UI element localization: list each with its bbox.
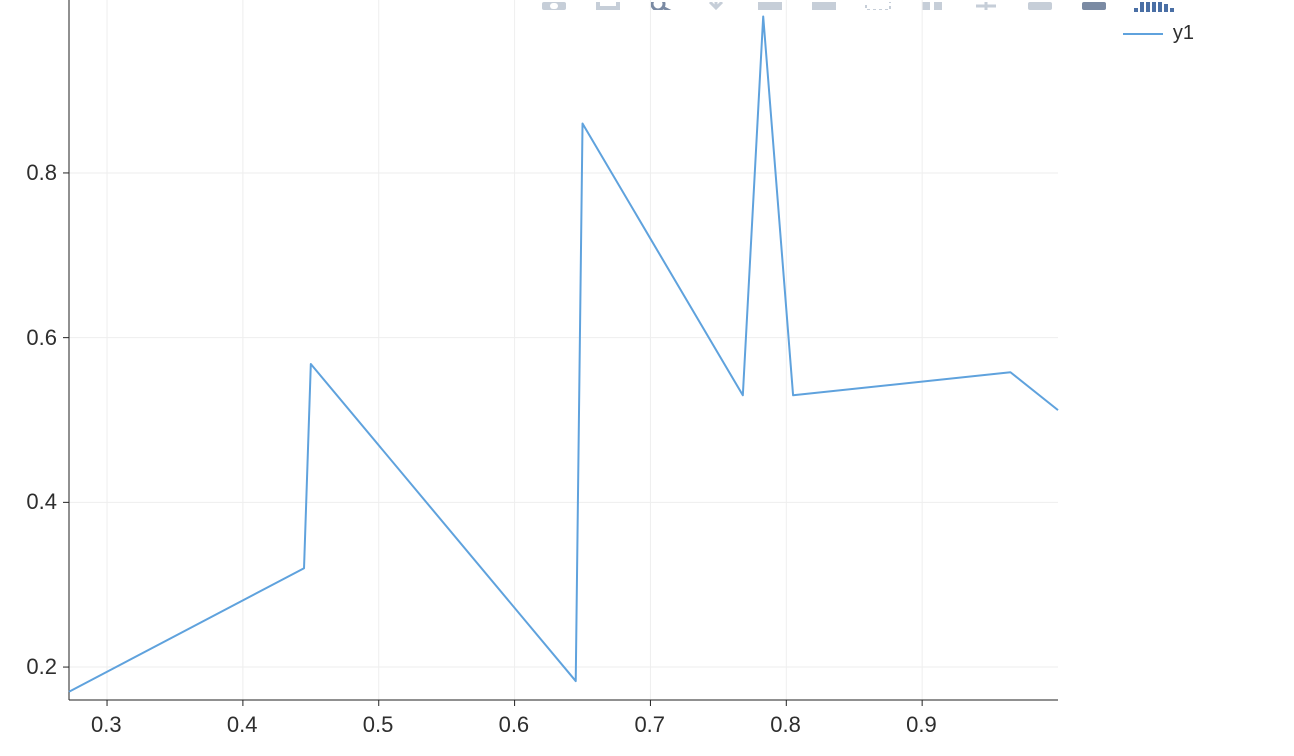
x-tick-label: 0.5 (363, 712, 394, 738)
chart-axes (63, 0, 1058, 706)
y-tick-label: 0.2 (26, 654, 57, 680)
x-tick-label: 0.3 (91, 712, 122, 738)
y-tick-label: 0.8 (26, 160, 57, 186)
line-chart (0, 0, 1294, 756)
series-y1 (69, 16, 1058, 691)
x-tick-label: 0.7 (634, 712, 665, 738)
x-tick-label: 0.6 (499, 712, 530, 738)
x-tick-label: 0.8 (770, 712, 801, 738)
y-tick-label: 0.6 (26, 325, 57, 351)
chart-series (69, 16, 1058, 691)
chart-grid (69, 0, 1058, 700)
x-tick-label: 0.9 (906, 712, 937, 738)
chart-container: { "chart": { "type": "line", "series": [… (0, 0, 1294, 756)
x-tick-label: 0.4 (227, 712, 258, 738)
y-tick-label: 0.4 (26, 489, 57, 515)
